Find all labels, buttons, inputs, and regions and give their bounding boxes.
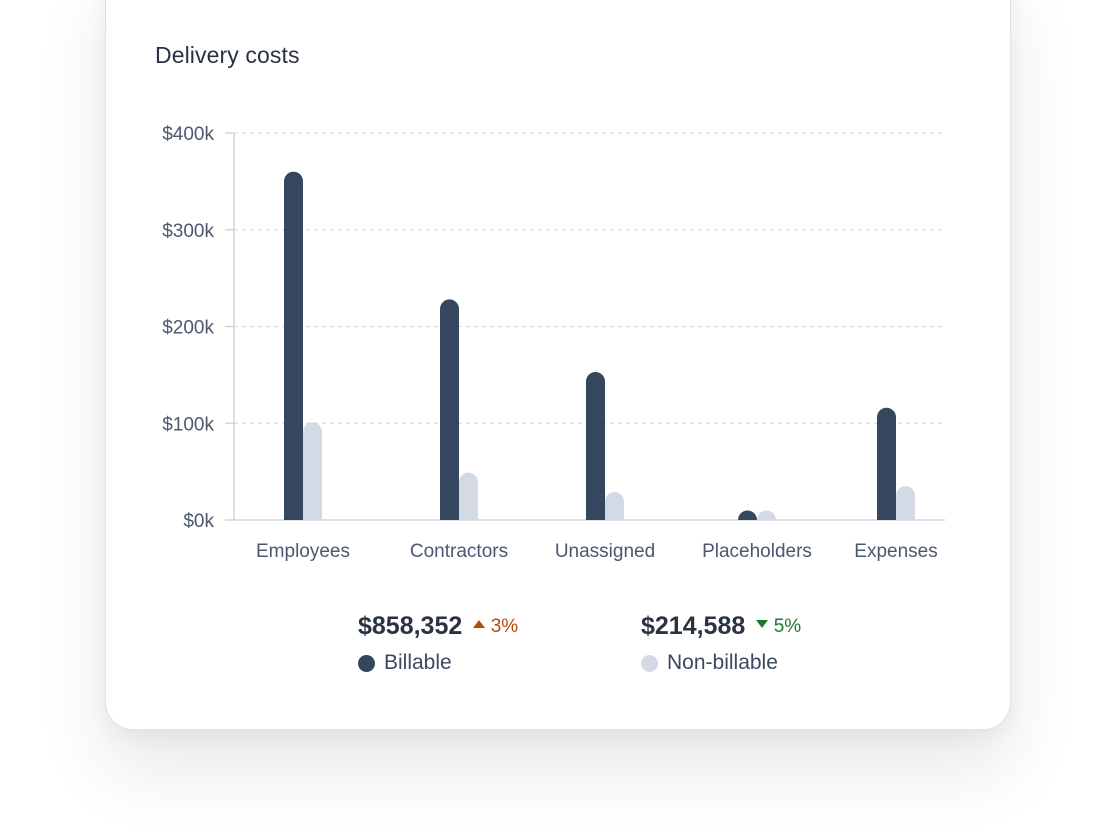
x-category-label: Expenses <box>854 541 937 562</box>
trend-down-icon <box>755 620 768 629</box>
delivery-costs-card <box>105 0 1011 730</box>
billable-swatch-icon <box>358 654 375 672</box>
billable-delta: 3% <box>472 615 519 638</box>
y-tick-label: $200k <box>162 318 214 339</box>
card-title: Delivery costs <box>155 42 300 68</box>
x-category-label: Placeholders <box>702 541 812 562</box>
trend-up-icon <box>472 620 485 629</box>
y-tick-label: $400k <box>162 124 214 145</box>
billable-delta-value: 3% <box>490 615 519 637</box>
bar-non-billable-expenses <box>896 486 915 520</box>
x-category-labels: Employees Contractors Unassigned Placeholde… <box>256 541 938 562</box>
non-billable-total: $214,588 <box>641 612 746 640</box>
non-billable-label: Non-billable <box>667 651 778 674</box>
y-tick-label: $300k <box>162 221 214 242</box>
x-category-label: Contractors <box>410 541 508 562</box>
non-billable-delta-value: 5% <box>773 615 802 637</box>
billable-label: Billable <box>384 651 452 674</box>
y-tick-label: $100k <box>162 414 214 435</box>
bar-billable-employees <box>284 171 303 520</box>
non-billable-swatch-icon <box>641 654 658 672</box>
bar-billable-placeholders <box>738 510 757 520</box>
non-billable-delta: 5% <box>755 615 802 638</box>
bar-billable-unassigned <box>586 371 605 520</box>
bar-non-billable-placeholders <box>757 510 776 520</box>
bar-billable-contractors <box>440 299 459 520</box>
bar-non-billable-employees <box>303 422 322 520</box>
bar-non-billable-contractors <box>459 472 478 520</box>
chart-bars <box>284 171 915 520</box>
billable-total: $858,352 <box>358 612 463 640</box>
legend-non-billable: $214,588 5% Non-billable <box>641 612 801 675</box>
y-tick-labels: $0k $100k $200k $300k $400k <box>162 124 214 532</box>
bar-non-billable-unassigned <box>605 491 624 520</box>
x-category-label: Employees <box>256 541 350 562</box>
y-tick-label: $0k <box>183 511 214 532</box>
legend-billable: $858,352 3% Billable <box>358 612 518 675</box>
bar-billable-expenses <box>877 407 896 520</box>
x-category-label: Unassigned <box>555 541 655 562</box>
